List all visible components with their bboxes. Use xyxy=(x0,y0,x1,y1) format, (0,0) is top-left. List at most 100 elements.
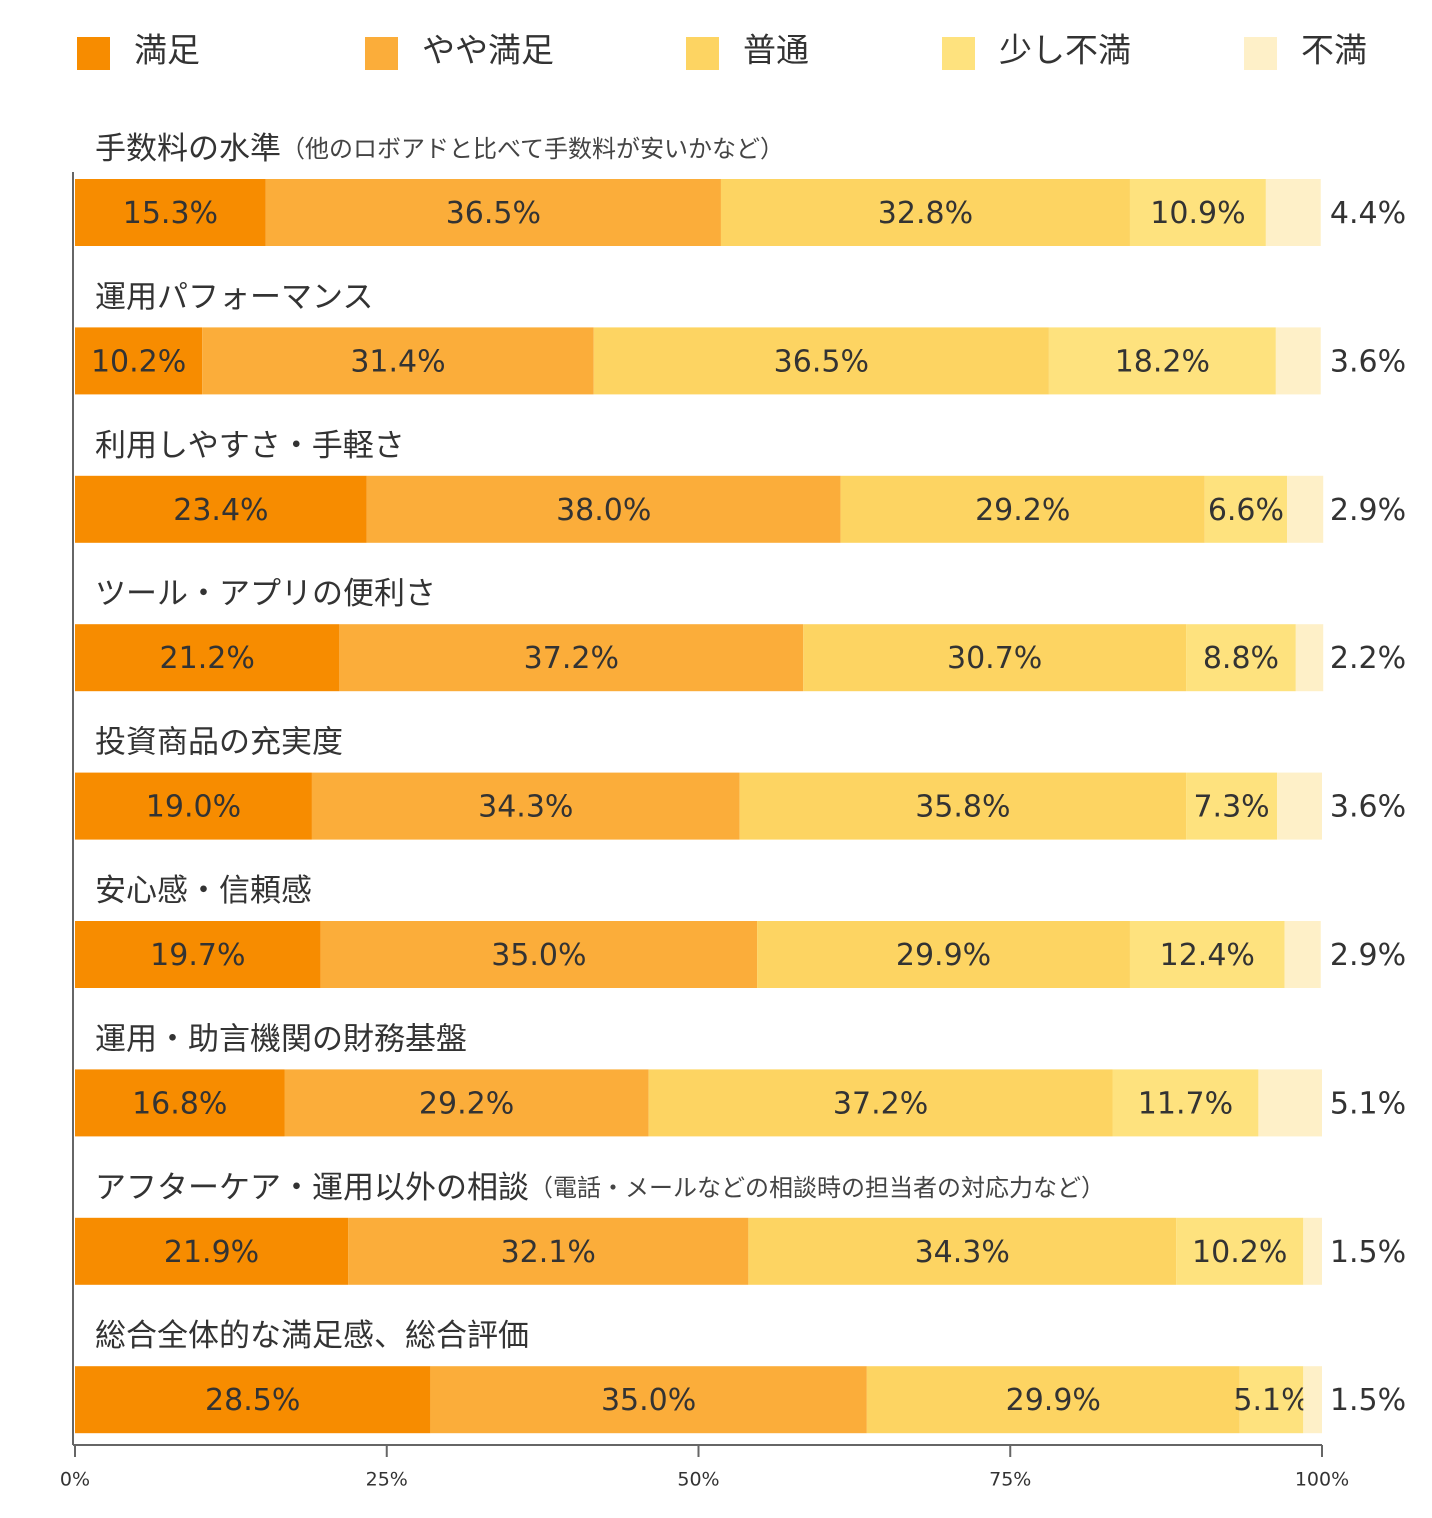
bar-segment xyxy=(202,327,594,395)
bar-segment xyxy=(265,179,721,246)
value-label: 8.8% xyxy=(1203,641,1279,676)
bar-segment xyxy=(720,179,1130,246)
bar-segment xyxy=(1112,1069,1259,1137)
bar-segment xyxy=(75,1069,285,1137)
value-label: 31.4% xyxy=(350,344,445,379)
bar-segment xyxy=(1239,1366,1304,1434)
value-label: 32.8% xyxy=(878,196,973,231)
value-label: 34.3% xyxy=(915,1235,1010,1270)
category-note: （他のロボアドと比べて手数料が安いかなど） xyxy=(281,135,784,163)
legend-swatch xyxy=(1244,37,1277,70)
bar-segment xyxy=(1265,179,1321,246)
value-label: 16.8% xyxy=(132,1086,227,1121)
legend-swatch xyxy=(686,37,719,70)
bar-segment xyxy=(866,1366,1240,1434)
category-label-main: 総合全体的な満足感、総合評価 xyxy=(95,1318,529,1354)
value-label: 2.2% xyxy=(1330,641,1406,676)
bar-segment xyxy=(75,475,367,543)
x-tick-label: 50% xyxy=(677,1469,719,1491)
category-label-main: 手数料の水準 xyxy=(95,131,281,167)
bar-segment xyxy=(75,327,203,395)
bar-segment xyxy=(430,1366,867,1434)
value-label: 7.3% xyxy=(1193,790,1269,825)
bar-segment xyxy=(739,772,1187,840)
value-label: 19.0% xyxy=(146,790,241,825)
bar-segment xyxy=(75,624,340,692)
value-label: 38.0% xyxy=(556,493,651,528)
category-label-main: 安心感・信頼感 xyxy=(95,873,312,909)
value-label: 19.7% xyxy=(150,938,245,973)
value-label: 35.0% xyxy=(601,1383,696,1418)
value-label: 35.0% xyxy=(491,938,586,973)
x-tick-label: 75% xyxy=(989,1469,1031,1491)
value-label: 36.5% xyxy=(446,196,541,231)
category-label: 運用・助言機関の財務基盤 xyxy=(95,1021,467,1057)
bar-segment xyxy=(748,1217,1177,1285)
bar-segment xyxy=(339,624,804,692)
category-label: 安心感・信頼感 xyxy=(95,873,312,909)
value-label: 29.9% xyxy=(1006,1383,1101,1418)
value-label: 12.4% xyxy=(1160,938,1255,973)
bar-segment xyxy=(75,1366,431,1434)
bar-segment xyxy=(1275,327,1321,395)
x-tick-label: 100% xyxy=(1295,1469,1349,1491)
bar-segment xyxy=(1186,772,1278,840)
legend-label: 満足 xyxy=(134,31,200,70)
bar-segment xyxy=(1204,475,1288,543)
category-label: アフターケア・運用以外の相談（電話・メールなどの相談時の担当者の対応力など） xyxy=(95,1169,1105,1205)
value-label: 23.4% xyxy=(173,493,268,528)
value-label: 6.6% xyxy=(1208,493,1284,528)
value-label: 10.2% xyxy=(1192,1235,1287,1270)
value-label: 4.4% xyxy=(1330,196,1406,231)
value-label: 2.9% xyxy=(1330,938,1406,973)
bar-segment xyxy=(1295,624,1324,692)
value-label: 15.3% xyxy=(123,196,218,231)
bar-segment xyxy=(284,1069,649,1137)
category-label: ツール・アプリの便利さ xyxy=(95,576,436,612)
bar-segment xyxy=(1186,624,1296,692)
value-label: 29.2% xyxy=(419,1086,514,1121)
value-label: 10.2% xyxy=(91,344,186,379)
bar-segment xyxy=(1129,179,1266,246)
legend-label: やや満足 xyxy=(422,31,554,70)
value-label: 37.2% xyxy=(524,641,619,676)
value-label: 3.6% xyxy=(1330,790,1406,825)
bar-segment xyxy=(75,772,312,840)
value-label: 10.9% xyxy=(1150,196,1245,231)
value-label: 1.5% xyxy=(1330,1235,1406,1270)
value-label: 37.2% xyxy=(833,1086,928,1121)
bar-segment xyxy=(1129,921,1285,988)
category-label: 手数料の水準（他のロボアドと比べて手数料が安いかなど） xyxy=(95,131,784,167)
bar-segment xyxy=(75,179,266,246)
bar-segment xyxy=(1284,921,1321,988)
category-label-main: アフターケア・運用以外の相談 xyxy=(95,1169,529,1205)
category-label: 総合全体的な満足感、総合評価 xyxy=(95,1318,529,1354)
value-label: 2.9% xyxy=(1330,493,1406,528)
bar-segment xyxy=(1258,1069,1322,1137)
bar-segment xyxy=(1303,1366,1322,1434)
value-label: 32.1% xyxy=(501,1235,596,1270)
bar-segment xyxy=(1303,1217,1322,1285)
category-label-main: 運用パフォーマンス xyxy=(95,279,373,315)
legend-swatch xyxy=(365,37,398,70)
value-label: 21.2% xyxy=(160,641,255,676)
legend-label: 普通 xyxy=(743,31,809,70)
category-label-main: 利用しやすさ・手軽さ xyxy=(95,427,405,463)
value-label: 34.3% xyxy=(478,790,573,825)
value-label: 18.2% xyxy=(1115,344,1210,379)
legend-label: 不満 xyxy=(1301,31,1367,70)
category-label: 利用しやすさ・手軽さ xyxy=(95,427,405,463)
value-label: 21.9% xyxy=(164,1235,259,1270)
value-label: 1.5% xyxy=(1330,1383,1406,1418)
value-label: 29.9% xyxy=(896,938,991,973)
legend-swatch xyxy=(942,37,975,70)
value-label: 5.1% xyxy=(1330,1086,1406,1121)
bar-segment xyxy=(1277,772,1322,840)
bar-segment xyxy=(311,772,740,840)
category-note: （電話・メールなどの相談時の担当者の対応力など） xyxy=(529,1174,1105,1202)
legend-swatch xyxy=(77,37,110,70)
value-label: 30.7% xyxy=(947,641,1042,676)
value-label: 11.7% xyxy=(1138,1086,1233,1121)
category-label: 運用パフォーマンス xyxy=(95,279,373,315)
bar-segment xyxy=(648,1069,1113,1137)
